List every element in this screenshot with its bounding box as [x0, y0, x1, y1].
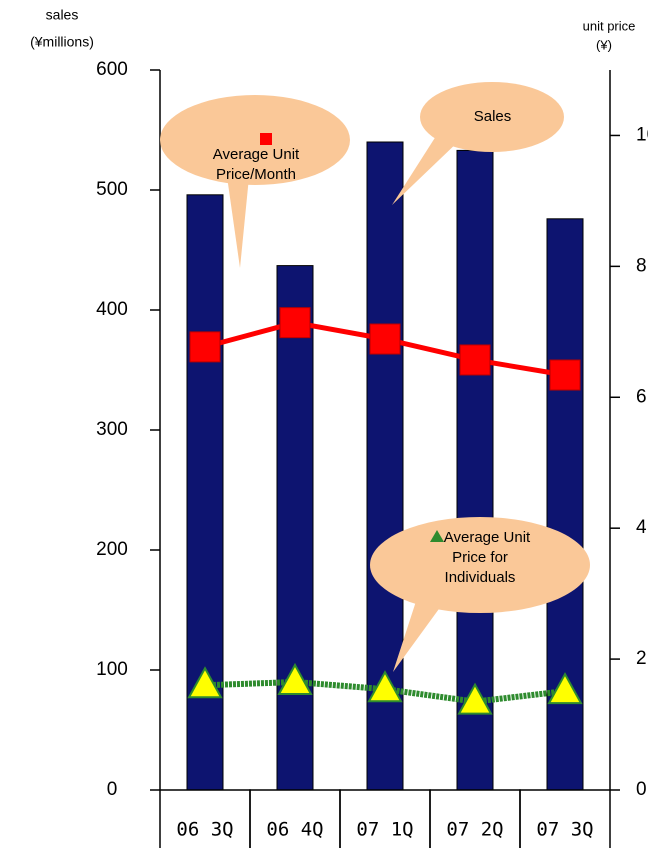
y2-tick-label: 4 [636, 517, 647, 538]
legend-square [260, 133, 272, 145]
marker [547, 672, 583, 705]
bar [186, 194, 224, 791]
y-tick-label: 500 [96, 179, 128, 200]
bubble-tail [225, 162, 250, 268]
y-tick-label: 100 [96, 659, 128, 680]
bubble-shape [160, 95, 350, 268]
bar [366, 141, 404, 791]
y-tick-label: 300 [96, 419, 128, 440]
marker [457, 682, 493, 715]
marker [459, 344, 491, 376]
y-axis-title: (¥millions) [30, 34, 94, 50]
bubble [420, 82, 564, 152]
marker [369, 323, 401, 355]
x-tick-label: 07 3Q [536, 819, 593, 841]
y-axis-title: sales [46, 7, 79, 23]
legend-text: Sales [473, 108, 512, 125]
marker [279, 307, 311, 339]
x-tick-label: 06 4Q [266, 819, 323, 841]
category-cell [519, 789, 611, 848]
bubble-shape [392, 82, 564, 205]
bubble-tail [392, 134, 462, 205]
legend-text: Average Unit Price for Individuals [443, 529, 531, 586]
x-tick-label: 06 3Q [176, 819, 233, 841]
bubble [160, 95, 350, 185]
y-tick-label: 400 [96, 299, 128, 320]
annotation: Average Unit Price for Individuals [425, 528, 535, 588]
bubble-tail [393, 589, 450, 672]
legend-text: Average Unit Price/Month [212, 146, 300, 183]
marker [187, 666, 223, 699]
legend-triangle [429, 530, 444, 542]
marker [277, 662, 313, 695]
y-tick-label: 600 [96, 59, 128, 80]
bubble-shape [370, 517, 590, 672]
y2-tick-label: 10 [636, 124, 648, 145]
y-tick-label: 200 [96, 539, 128, 560]
y-tick-label: 0 [107, 779, 118, 800]
y2-tick-label: 8 [636, 255, 647, 276]
x-tick-label: 07 1Q [356, 819, 413, 841]
bar [276, 265, 314, 791]
lines [187, 307, 583, 715]
annotation: Sales [445, 107, 540, 127]
marker [189, 331, 221, 363]
y2-tick-label: 6 [636, 386, 647, 407]
y2-axis-title: unit price [583, 18, 636, 33]
x-tick-label: 07 2Q [446, 819, 503, 841]
bubble [370, 517, 590, 613]
y2-tick-label: 2 [636, 648, 647, 669]
y2-axis-title: (¥) [596, 37, 612, 52]
annotation: Average Unit Price/Month [200, 133, 312, 185]
y2-tick-label: 0 [636, 779, 647, 800]
marker [367, 670, 403, 703]
marker [549, 359, 581, 391]
bar [546, 218, 584, 791]
